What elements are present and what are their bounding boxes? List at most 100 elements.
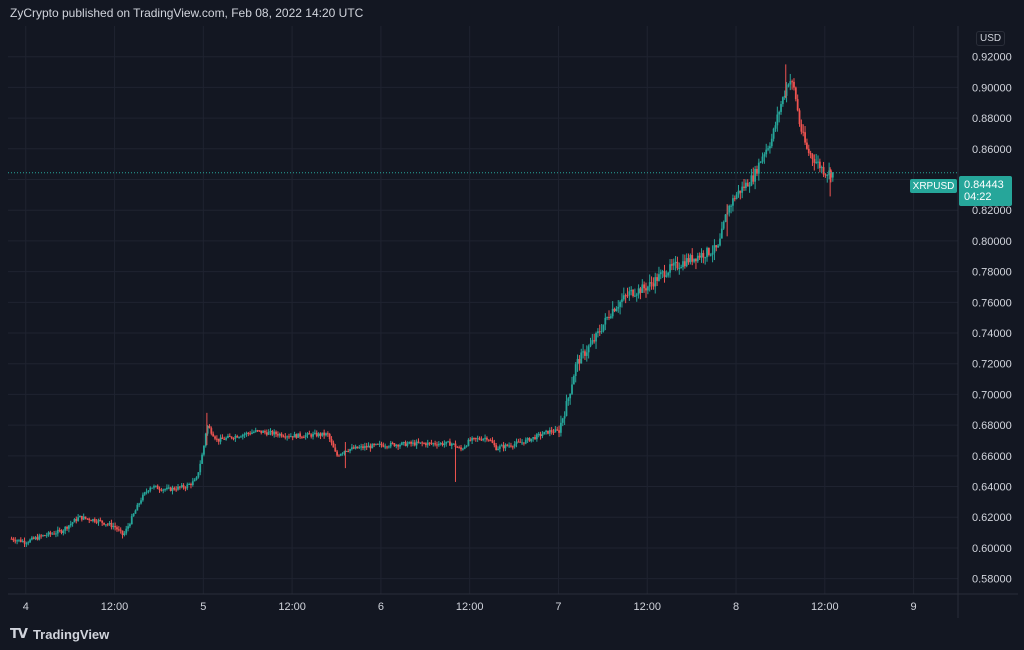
chart-area[interactable]: 0.58000 0.60000 0.62000 0.64000 0.66000 0.680… — [8, 26, 1018, 618]
candle-body — [132, 513, 135, 517]
candle-body — [600, 331, 603, 333]
candle-body — [350, 447, 353, 450]
candle-body — [53, 533, 55, 535]
candle-body — [116, 527, 118, 530]
candle-body — [240, 436, 242, 438]
candle-body — [214, 436, 216, 439]
candle-body — [249, 433, 252, 435]
candle-body — [743, 186, 745, 188]
candle-body — [713, 245, 716, 253]
candle-body — [40, 535, 43, 537]
candle-body — [804, 132, 806, 143]
candle-body — [452, 443, 455, 445]
candle-body — [73, 519, 76, 523]
candle-body — [117, 529, 120, 531]
candle-body — [563, 415, 566, 419]
candle-body — [615, 308, 618, 312]
candle-body — [212, 433, 215, 437]
candle-body — [380, 443, 383, 446]
candle-body — [646, 286, 649, 291]
candle-body — [445, 441, 448, 444]
candle-body — [609, 316, 612, 318]
candlestick-chart[interactable]: 0.58000 0.60000 0.62000 0.64000 0.66000 0.680… — [8, 26, 1024, 626]
candle-body — [389, 442, 392, 447]
candle-body — [382, 445, 385, 447]
candle-body — [269, 431, 272, 433]
candle-body — [785, 86, 788, 96]
candle-body — [510, 445, 512, 447]
candle-body — [576, 358, 579, 365]
candle-body — [295, 434, 298, 438]
candle-body — [354, 446, 357, 449]
candle-body — [92, 519, 94, 521]
candle-body — [55, 533, 57, 535]
candle-body — [238, 436, 240, 438]
candle-body — [286, 436, 289, 438]
candle-body — [606, 317, 609, 319]
candle-body — [304, 435, 307, 438]
candle-body — [151, 487, 154, 489]
candle-body — [754, 169, 757, 182]
candle-body — [700, 253, 703, 258]
y-tick-label: 0.62000 — [972, 512, 1012, 524]
candle-body — [145, 491, 148, 493]
candle-body — [288, 436, 290, 438]
tradingview-logo-icon[interactable]: TV — [10, 627, 28, 642]
candle-body — [500, 445, 503, 447]
candle-body — [669, 264, 671, 273]
candle-body — [432, 443, 435, 445]
candle-body — [138, 503, 141, 505]
candle-body — [617, 306, 620, 309]
candle-body — [757, 162, 760, 174]
candle-body — [774, 125, 777, 129]
candle-body — [32, 537, 35, 539]
candle-body — [704, 257, 707, 259]
candle-body — [267, 431, 270, 435]
candle-body — [450, 443, 453, 446]
candle-body — [47, 532, 50, 536]
candle-body — [264, 431, 266, 433]
candle-body — [412, 442, 414, 444]
candle-body — [572, 375, 575, 385]
candle-body — [284, 436, 287, 438]
candle-body — [794, 87, 797, 100]
candle-body — [498, 446, 501, 449]
candle-body — [595, 333, 597, 342]
candle-body — [167, 487, 170, 489]
currency-label[interactable]: USD — [976, 31, 1006, 46]
tradingview-brand[interactable]: TradingView — [32, 627, 110, 642]
candle-body — [77, 517, 80, 521]
candle-body — [469, 439, 472, 441]
candle-body — [375, 443, 377, 445]
x-tick-label: 8 — [733, 601, 739, 613]
x-tick-label: 7 — [555, 601, 561, 613]
candle-body — [582, 351, 585, 353]
candle-body — [789, 81, 792, 85]
candle-body — [156, 485, 159, 490]
candle-body — [547, 430, 549, 434]
y-tick-label: 0.66000 — [972, 451, 1012, 463]
candle-body — [746, 182, 749, 187]
candle-body — [195, 477, 198, 480]
candle-body — [495, 445, 498, 451]
candle-body — [497, 448, 499, 451]
y-tick-label: 0.72000 — [972, 359, 1012, 371]
candle-body — [639, 288, 642, 293]
candle-body — [637, 288, 640, 295]
candle-body — [787, 84, 790, 87]
candle-body — [645, 288, 647, 291]
candle-body — [591, 340, 594, 344]
candle-body — [299, 433, 302, 437]
candle-body — [436, 444, 438, 446]
candle-body — [465, 445, 468, 447]
candle-body — [373, 444, 375, 446]
candle-body — [691, 255, 694, 262]
candle-body — [310, 434, 313, 437]
candle-body — [474, 437, 477, 439]
candle-body — [391, 442, 394, 444]
candle-body — [173, 487, 176, 490]
y-tick-label: 0.60000 — [972, 543, 1012, 555]
candle-body — [778, 111, 781, 115]
candle-body — [733, 198, 736, 200]
candle-body — [247, 432, 250, 434]
